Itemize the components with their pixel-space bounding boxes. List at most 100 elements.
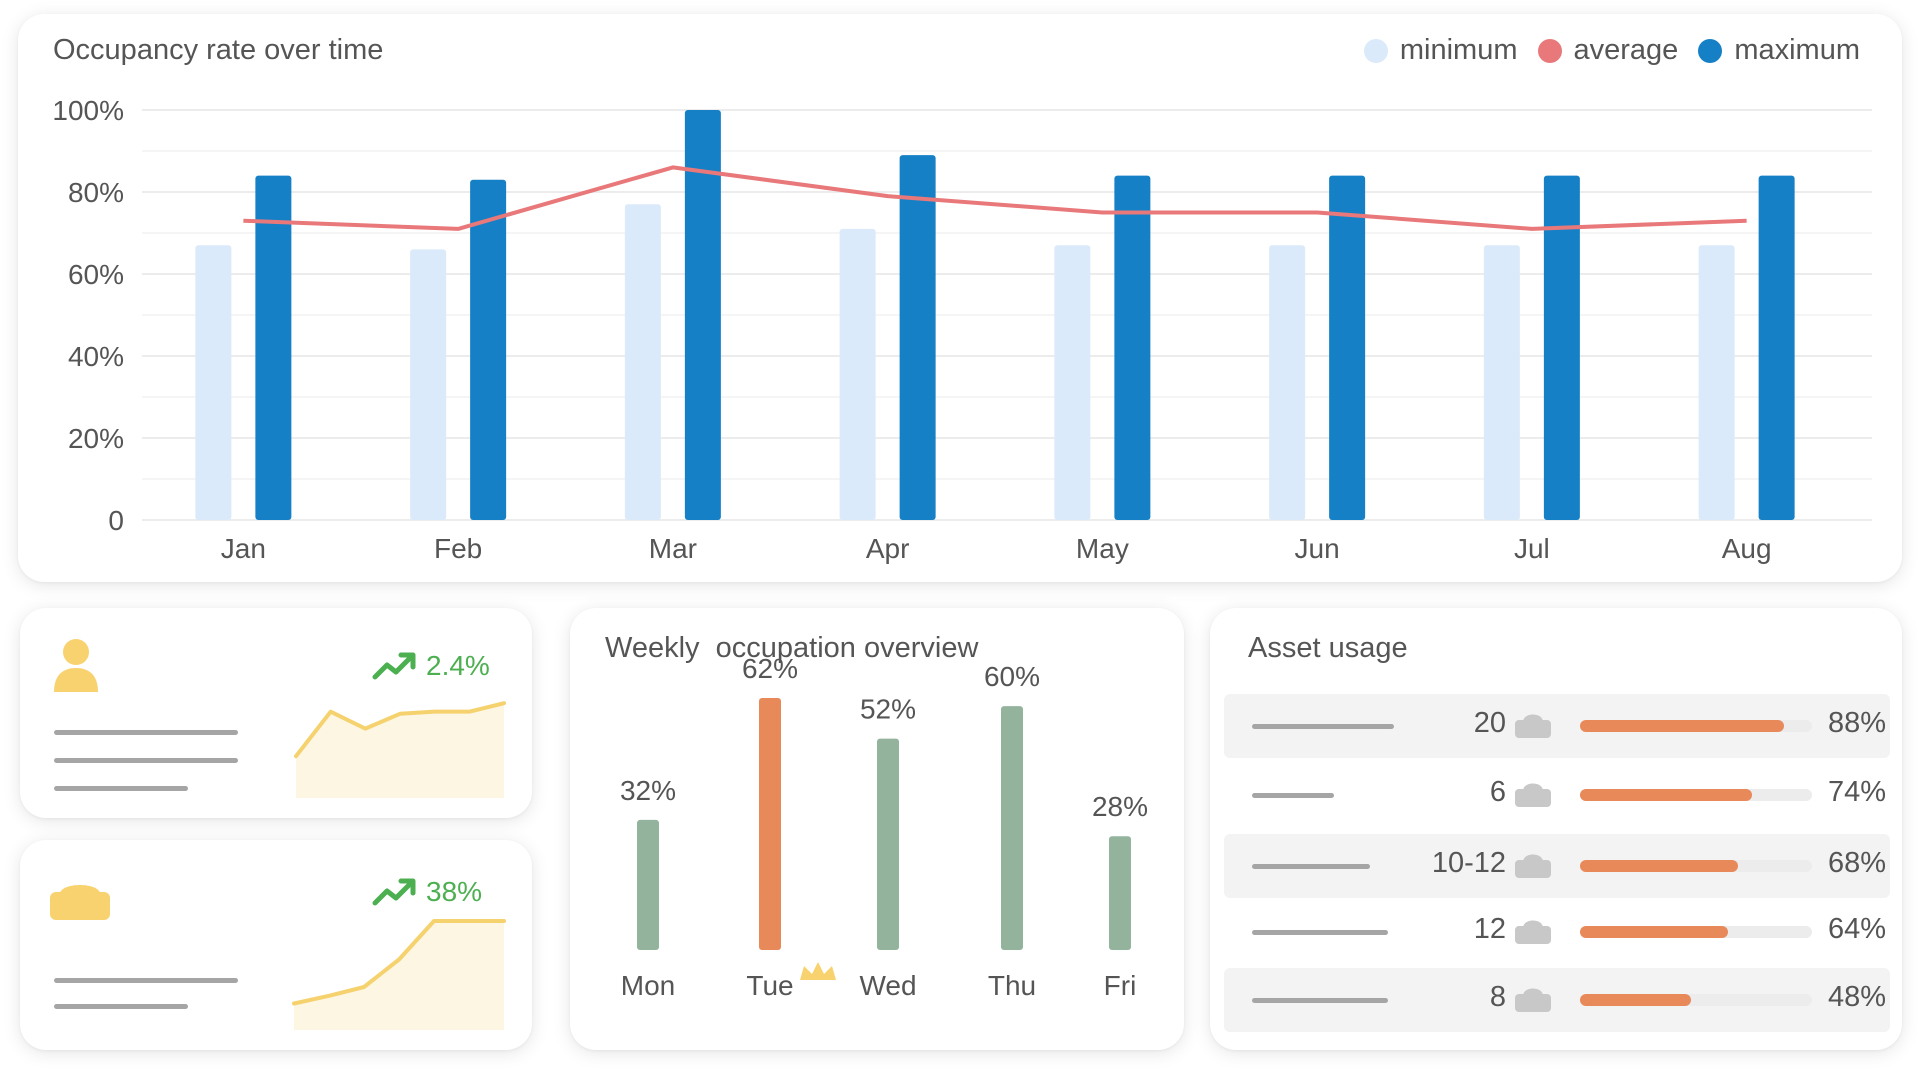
bar-maximum [1758, 175, 1795, 520]
asset-percent: 74% [1828, 776, 1887, 808]
weekly-value-label: 62% [742, 653, 798, 684]
legend-item-maximum: maximum [1698, 34, 1860, 67]
asset-row[interactable]: 20 88% [1224, 694, 1890, 758]
asset-count: 6 [1489, 776, 1506, 808]
bar-maximum [1329, 175, 1366, 520]
weekly-value-label: 28% [1092, 791, 1148, 822]
x-tick-label: Jul [1514, 533, 1550, 564]
weekly-occupation-chart: 32% Mon 62% Tue 52% Wed 60% Thu 28% Fri [620, 653, 1148, 1001]
legend-swatch-maximum [1698, 38, 1723, 63]
sparkline [292, 919, 506, 1030]
asset-row[interactable]: 6 74% [1224, 763, 1890, 827]
trend-value: 2.4% [426, 650, 490, 681]
x-tick-label: Jan [221, 533, 266, 564]
asset-count: 20 [1473, 707, 1506, 739]
occupancy-legend: minimum average maximum [1358, 34, 1860, 67]
sparkline-line [294, 701, 506, 759]
weekly-day-label: Fri [1104, 970, 1137, 1001]
bar-maximum [684, 110, 721, 520]
sofa-icon [1515, 920, 1551, 944]
asset-count: 12 [1473, 913, 1506, 945]
weekly-bar [1109, 836, 1131, 950]
asset-count: 10-12 [1431, 847, 1506, 879]
y-tick-label: 0 [108, 505, 124, 536]
weekly-day-label: Wed [859, 970, 916, 1001]
occupancy-chart-card: Occupancy rate over time minimum average… [18, 14, 1902, 582]
bar-minimum [1269, 245, 1306, 521]
sofa-icon [1515, 854, 1551, 878]
trending-up-icon [372, 652, 416, 680]
x-tick-label: May [1076, 533, 1129, 564]
asset-usage-fill [1580, 720, 1785, 732]
y-tick-label: 80% [68, 177, 124, 208]
weekly-chart-title: Weekly occupation overview [605, 632, 979, 664]
placeholder-line [54, 978, 238, 983]
bar-minimum [195, 245, 232, 521]
asset-name-placeholder [1252, 793, 1334, 798]
asset-usage-bar [1580, 720, 1812, 732]
legend-item-minimum: minimum [1363, 34, 1518, 67]
legend-item-average: average [1537, 34, 1678, 67]
sofa-icon [50, 885, 110, 920]
stat-card-seats: 38% [20, 840, 532, 1050]
asset-usage-fill [1580, 860, 1738, 872]
weekly-bar [759, 698, 781, 950]
asset-usage-title: Asset usage [1248, 632, 1408, 664]
weekly-day-label: Mon [621, 970, 675, 1001]
legend-label-maximum: maximum [1734, 34, 1860, 66]
x-tick-label: Feb [434, 533, 482, 564]
bar-minimum [1054, 245, 1091, 521]
placeholder-line [54, 758, 238, 763]
bar-maximum [470, 179, 507, 520]
weekly-bar [1001, 706, 1023, 950]
asset-usage-bar [1580, 860, 1812, 872]
asset-row[interactable]: 12 64% [1224, 900, 1890, 964]
asset-percent: 64% [1828, 913, 1887, 945]
y-tick-label: 20% [68, 423, 124, 454]
bar-minimum [410, 249, 447, 520]
average-line [243, 165, 1747, 231]
asset-usage-bar [1580, 789, 1812, 801]
occupancy-chart: 100% 80% 60% 40% 20% 0 Jan Feb Mar Apr May Jun Jul Au… [52, 95, 1872, 564]
weekly-bar [637, 819, 659, 950]
x-tick-label: Mar [649, 533, 697, 564]
asset-count: 8 [1489, 981, 1506, 1013]
person-icon [54, 639, 98, 692]
y-tick-label: 60% [68, 259, 124, 290]
weekly-occupation-card: Weekly occupation overview 32% Mon 62% Tue 5… [570, 608, 1184, 1050]
trend-value: 38% [426, 876, 483, 907]
weekly-bar [877, 738, 899, 950]
sofa-icon [1515, 714, 1551, 738]
asset-name-placeholder [1252, 724, 1394, 729]
asset-usage-bar [1580, 926, 1812, 938]
stat-card-people: 2.4% [20, 608, 532, 818]
bar-minimum [1483, 245, 1520, 521]
placeholder-line [54, 1004, 188, 1009]
weekly-day-label: Tue [746, 970, 793, 1001]
asset-name-placeholder [1252, 930, 1388, 935]
asset-usage-fill [1580, 994, 1692, 1006]
legend-label-minimum: minimum [1399, 34, 1518, 66]
sofa-icon [1515, 988, 1551, 1012]
x-tick-label: Aug [1722, 533, 1772, 564]
bar-minimum [624, 204, 661, 521]
bar-minimum [839, 228, 876, 520]
weekly-value-label: 52% [860, 694, 916, 725]
bar-maximum [1543, 175, 1580, 520]
sparkline-area [296, 703, 504, 798]
weekly-value-label: 60% [984, 661, 1040, 692]
trend-indicator: 2.4% [372, 650, 490, 682]
y-tick-label: 100% [52, 95, 124, 126]
placeholder-line [54, 786, 188, 791]
asset-usage-fill [1580, 926, 1729, 938]
legend-swatch-minimum [1363, 38, 1388, 63]
asset-row[interactable]: 10-12 68% [1224, 834, 1890, 898]
asset-row[interactable]: 8 48% [1224, 968, 1890, 1032]
legend-swatch-average [1537, 38, 1562, 63]
asset-usage-bar [1580, 994, 1812, 1006]
bar-maximum [255, 175, 292, 520]
sparkline [294, 701, 506, 798]
asset-percent: 48% [1828, 981, 1887, 1013]
weekly-day-label: Thu [988, 970, 1036, 1001]
x-tick-label: Jun [1295, 533, 1340, 564]
